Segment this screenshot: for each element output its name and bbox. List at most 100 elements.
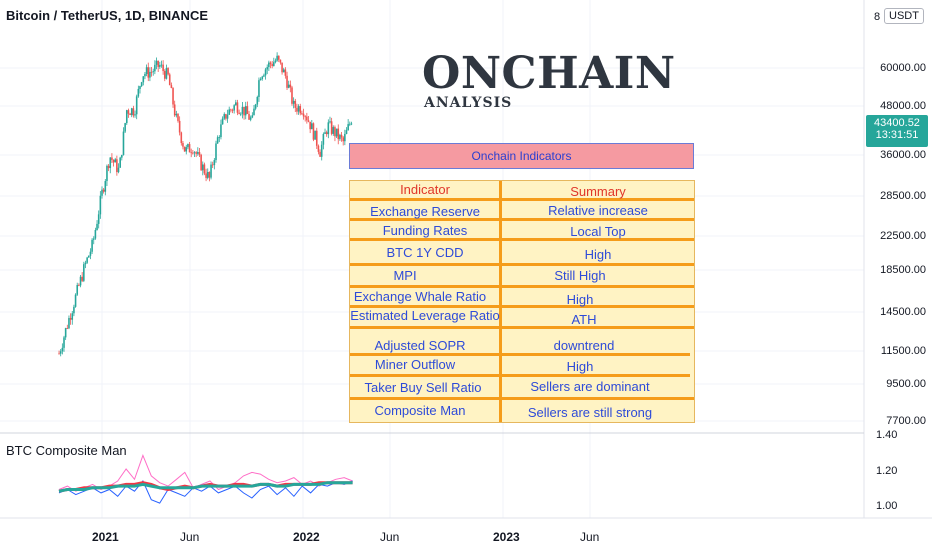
table-cell-summary: downtrend xyxy=(553,338,615,353)
candle-body xyxy=(236,102,239,113)
candle-body xyxy=(258,80,260,97)
candle-body xyxy=(327,122,330,135)
candle-body xyxy=(168,74,171,86)
candle-body xyxy=(79,276,82,286)
candle-body xyxy=(173,104,176,116)
candle-body xyxy=(140,82,143,87)
candle-body xyxy=(332,127,335,134)
candle-body xyxy=(259,79,262,81)
candle-body xyxy=(216,137,219,144)
currency-badge[interactable]: USDT xyxy=(884,8,924,24)
table-cell-indicator: Exchange Whale Ratio xyxy=(353,289,487,304)
symbol-title[interactable]: Bitcoin / TetherUS, 1D, BINANCE xyxy=(6,8,209,23)
candle-body xyxy=(294,100,297,108)
candle-body xyxy=(269,62,272,65)
candle-body xyxy=(233,105,235,111)
price-tick: 36000.00 xyxy=(880,149,926,161)
candle-body xyxy=(276,55,278,61)
candle-body xyxy=(68,318,70,329)
candle-body xyxy=(96,223,98,231)
candle-body xyxy=(301,113,303,115)
table-row-line xyxy=(350,397,694,400)
candle-body xyxy=(241,106,244,114)
table-row-line xyxy=(350,263,694,266)
candle-body xyxy=(307,120,310,122)
table-row-line xyxy=(350,353,690,356)
candle-body xyxy=(87,255,90,258)
candle-body xyxy=(254,104,257,109)
price-tick: 11500.00 xyxy=(880,345,926,357)
candle-body xyxy=(299,106,302,114)
candle-body xyxy=(211,164,214,166)
candle-body xyxy=(198,152,201,155)
candle-body xyxy=(317,145,320,152)
candle-body xyxy=(226,114,229,119)
candle-body xyxy=(154,64,156,72)
candle-body xyxy=(193,152,196,154)
candle-body xyxy=(135,96,138,115)
table-cell-summary: ATH xyxy=(571,312,597,327)
table-row-line xyxy=(350,326,694,329)
candle-body xyxy=(286,75,288,88)
osc-series-line xyxy=(58,480,353,504)
candle-body xyxy=(142,76,145,83)
candle-body xyxy=(200,154,202,171)
candle-body xyxy=(220,124,222,138)
candle-body xyxy=(94,230,97,239)
candle-body xyxy=(157,60,159,67)
candle-body xyxy=(281,62,283,73)
candle-body xyxy=(167,68,169,75)
candle-body xyxy=(89,251,92,256)
candle-body xyxy=(350,123,353,125)
candle-body xyxy=(84,262,87,265)
candle-body xyxy=(165,68,168,79)
table-header-indicator: Indicator xyxy=(400,182,450,197)
candle-body xyxy=(320,144,323,157)
candle-body xyxy=(312,123,315,140)
candle-body xyxy=(271,64,273,67)
table-cell-indicator: Taker Buy Sell Ratio xyxy=(364,380,482,395)
candle-body xyxy=(97,214,100,224)
candle-body xyxy=(127,110,130,114)
osc-series-line xyxy=(58,481,353,493)
candle-body xyxy=(188,144,191,153)
candle-body xyxy=(112,159,115,163)
table-cell-indicator: Adjusted SOPR xyxy=(374,338,466,353)
table-cell-indicator: Composite Man xyxy=(374,403,466,418)
candle-body xyxy=(253,108,255,116)
candle-body xyxy=(59,351,62,354)
candle-body xyxy=(282,69,285,73)
time-tick: 2022 xyxy=(293,530,320,544)
table-cell-summary: High xyxy=(566,359,594,374)
candle-body xyxy=(335,128,338,137)
candle-body xyxy=(314,130,316,140)
candle-body xyxy=(114,159,117,163)
table-header-summary: Summary xyxy=(570,184,626,199)
candle-body xyxy=(322,133,325,145)
candle-body xyxy=(324,132,326,134)
candle-body xyxy=(225,114,227,119)
candle-body xyxy=(238,112,240,114)
table-cell-indicator: Estimated Leverage Ratio xyxy=(350,308,500,323)
indicator-title[interactable]: BTC Composite Man xyxy=(6,443,127,458)
candle-body xyxy=(163,71,166,79)
candle-body xyxy=(86,257,88,263)
candle-body xyxy=(187,144,189,148)
price-axis-top-cut: 8 xyxy=(874,11,881,23)
candle-body xyxy=(122,131,125,155)
candle-body xyxy=(277,55,280,60)
candle-body xyxy=(208,172,211,178)
candle-body xyxy=(172,88,174,105)
candle-body xyxy=(102,189,105,192)
candle-body xyxy=(349,123,351,125)
candle-body xyxy=(99,195,102,215)
candle-body xyxy=(306,116,308,121)
candle-body xyxy=(178,120,181,133)
table-cell-summary: Sellers are dominant xyxy=(530,379,650,394)
candle-body xyxy=(206,172,209,178)
table-cell-indicator: BTC 1Y CDD xyxy=(386,245,464,260)
candle-body xyxy=(183,146,186,152)
time-tick: Jun xyxy=(180,530,200,544)
osc-tick: 1.40 xyxy=(876,429,898,441)
candle-body xyxy=(159,65,161,67)
